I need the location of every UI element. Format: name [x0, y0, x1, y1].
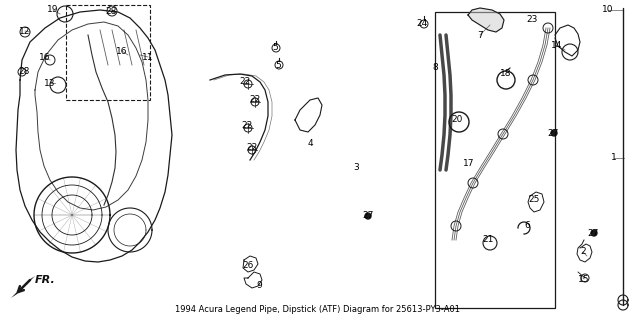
- Text: 19: 19: [47, 5, 59, 14]
- Circle shape: [591, 230, 597, 236]
- Text: 1994 Acura Legend Pipe, Dipstick (ATF) Diagram for 25613-PY3-A01: 1994 Acura Legend Pipe, Dipstick (ATF) D…: [175, 305, 460, 314]
- Circle shape: [551, 130, 557, 136]
- Text: 11: 11: [142, 52, 154, 61]
- Text: 22: 22: [239, 77, 251, 86]
- Text: 22: 22: [250, 95, 260, 105]
- Text: 22: 22: [246, 143, 258, 153]
- Text: 12: 12: [19, 27, 30, 36]
- Text: 22: 22: [241, 122, 253, 131]
- Text: 26: 26: [243, 261, 254, 270]
- Text: 17: 17: [464, 159, 475, 169]
- Text: 20: 20: [451, 116, 463, 124]
- Text: 1: 1: [611, 154, 617, 163]
- Text: 9: 9: [256, 281, 262, 290]
- Bar: [435, 12, 555, 308]
- Bar: [66, 5, 150, 100]
- Text: 7: 7: [477, 30, 483, 39]
- Text: 8: 8: [432, 63, 438, 73]
- Text: 6: 6: [524, 221, 530, 230]
- Text: 18: 18: [500, 68, 512, 77]
- Polygon shape: [468, 8, 504, 32]
- Text: 15: 15: [578, 275, 590, 284]
- Text: 27: 27: [547, 130, 559, 139]
- Text: 2: 2: [580, 247, 586, 257]
- Text: 27: 27: [363, 212, 373, 220]
- Polygon shape: [11, 276, 35, 298]
- Text: 25: 25: [528, 196, 540, 204]
- Text: 5: 5: [275, 60, 281, 69]
- Text: 28: 28: [105, 6, 117, 15]
- Text: 27: 27: [587, 229, 599, 238]
- Text: 3: 3: [353, 163, 359, 172]
- Text: 28: 28: [18, 67, 30, 76]
- Text: 5: 5: [272, 44, 278, 52]
- Text: 21: 21: [483, 236, 493, 244]
- Text: 16: 16: [116, 46, 128, 55]
- Circle shape: [365, 213, 371, 219]
- Text: 14: 14: [551, 42, 563, 51]
- Text: 4: 4: [307, 139, 313, 148]
- Text: 24: 24: [417, 20, 427, 28]
- Text: 23: 23: [526, 15, 538, 25]
- Text: 16: 16: [39, 53, 51, 62]
- Text: 13: 13: [44, 78, 56, 87]
- Text: 10: 10: [602, 5, 614, 14]
- Text: FR.: FR.: [35, 275, 56, 285]
